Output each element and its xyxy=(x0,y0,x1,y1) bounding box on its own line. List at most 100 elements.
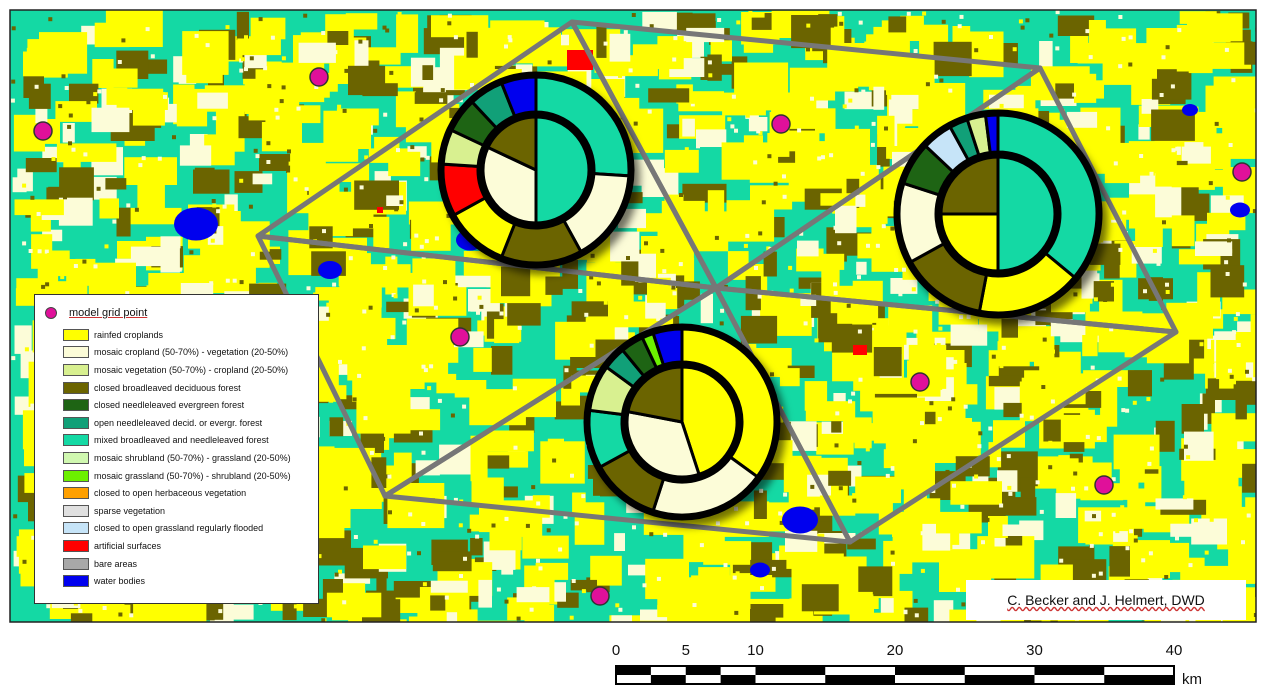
legend-label-needleleaved: closed needleleaved evergreen forest xyxy=(94,400,245,411)
scale-segment-bottom-1 xyxy=(720,675,756,683)
legend-label-shrub-mosaic: mosaic shrubland (50-70%) - grassland (2… xyxy=(94,452,291,463)
pie-right-outline xyxy=(893,109,1103,319)
scale-segment-top-0 xyxy=(616,667,651,675)
pie-upper-left-inner-broadleaved xyxy=(486,115,538,173)
legend-swatch-herbaceous xyxy=(63,487,89,500)
grid-point-4 xyxy=(1232,162,1252,182)
legend-swatch-veg-mosaic xyxy=(63,363,89,376)
grid-point-2 xyxy=(33,121,53,141)
legend-item-broadleaved: closed broadleaved deciduous forest xyxy=(63,379,308,397)
credit-text: C. Becker and J. Helmert, DWD xyxy=(1007,592,1205,608)
legend-swatch-needleleaved xyxy=(63,399,89,412)
pie-right-outer-mixed xyxy=(996,113,1099,280)
legend-label-mixed: mixed broadleaved and needleleaved fores… xyxy=(94,435,269,446)
legend-label-veg-mosaic: mosaic vegetation (50-70%) - cropland (2… xyxy=(94,364,289,375)
scale-tick-30: 30 xyxy=(1026,642,1043,659)
pie-upper-left-inner-cropland-mosaic xyxy=(481,145,538,225)
legend-item-artificial: artificial surfaces xyxy=(63,537,308,555)
scale-segment-top-4 xyxy=(1034,667,1105,675)
pie-upper-left-outline xyxy=(437,71,635,269)
pie-upper-left-inner-mixed xyxy=(534,115,591,225)
legend-swatch-shrub-mosaic xyxy=(63,451,89,464)
scale-tick-0: 0 xyxy=(612,642,620,659)
pie-right xyxy=(893,109,1103,319)
legend-swatch-sparse xyxy=(63,504,89,517)
legend-item-veg-mosaic: mosaic vegetation (50-70%) - cropland (2… xyxy=(63,361,308,379)
legend-swatch-broadleaved xyxy=(63,381,89,394)
grid-point-marker-icon xyxy=(45,307,57,319)
pie-right-inner-mixed xyxy=(996,155,1057,273)
pie-right-inner-rainfed xyxy=(939,212,1000,273)
legend-item-mixed: mixed broadleaved and needleleaved fores… xyxy=(63,432,308,450)
model-grid-points xyxy=(33,67,1252,606)
scale-tick-20: 20 xyxy=(887,642,904,659)
scale-tick-10: 10 xyxy=(747,642,764,659)
pie-lower-outer-water xyxy=(651,327,684,367)
legend-label-sparse: sparse vegetation xyxy=(94,505,166,516)
scale-segment-top-3 xyxy=(895,667,965,675)
grid-point-8 xyxy=(590,586,610,606)
legend: model grid point rainfed croplands mosaic… xyxy=(34,294,319,604)
scale-segment-bottom-2 xyxy=(825,675,895,683)
legend-item-cropland-mosaic: mosaic cropland (50-70%) - vegetation (2… xyxy=(63,344,308,362)
grid-point-7 xyxy=(1094,475,1114,495)
scale-segment-bottom-3 xyxy=(964,675,1035,683)
legend-item-sparse: sparse vegetation xyxy=(63,502,308,520)
legend-label-cropland-mosaic: mosaic cropland (50-70%) - vegetation (2… xyxy=(94,347,289,358)
legend-label-water: water bodies xyxy=(94,576,146,587)
legend-swatch-grass-mosaic xyxy=(63,469,89,482)
legend-swatch-artificial xyxy=(63,539,89,552)
legend-swatch-bare xyxy=(63,557,89,570)
legend-item-grass-mosaic: mosaic grassland (50-70%) - shrubland (2… xyxy=(63,467,308,485)
grid-point-6 xyxy=(910,372,930,392)
legend-items: rainfed croplands mosaic cropland (50-70%… xyxy=(63,326,308,590)
legend-item-shrub-mosaic: mosaic shrubland (50-70%) - grassland (2… xyxy=(63,449,308,467)
pie-upper-left-outer-water xyxy=(499,75,538,119)
legend-item-rainfed: rainfed croplands xyxy=(63,326,308,344)
legend-swatch-cropland-mosaic xyxy=(63,346,89,359)
legend-swatch-rainfed xyxy=(63,328,89,341)
legend-swatch-flooded-grass xyxy=(63,522,89,535)
legend-item-water: water bodies xyxy=(63,572,308,590)
pie-lower-inner-cropland-mosaic xyxy=(625,409,701,479)
pie-lower xyxy=(583,323,781,521)
pie-lower-outline xyxy=(583,323,781,521)
scale-segment-bottom-0 xyxy=(650,675,686,683)
legend-label-herbaceous: closed to open herbaceous vegetation xyxy=(94,488,247,499)
scale-segment-top-2 xyxy=(755,667,826,675)
legend-label-rainfed: rainfed croplands xyxy=(94,329,164,340)
scale-unit: km xyxy=(1182,671,1202,688)
legend-swatch-water xyxy=(63,575,89,588)
pie-right-outer-water xyxy=(983,113,1000,155)
credit-box: C. Becker and J. Helmert, DWD xyxy=(966,580,1246,620)
legend-swatch-open-needle xyxy=(63,416,89,429)
scale-bar: 0 5 10 20 30 40 km xyxy=(612,642,1202,688)
scale-segment-bottom-4 xyxy=(1104,675,1174,683)
legend-label-open-needle: open needleleaved decid. or evergr. fore… xyxy=(94,417,263,428)
legend-title: model grid point xyxy=(69,307,148,319)
pie-lower-outer-rainfed xyxy=(680,327,777,479)
model-grid-lines xyxy=(255,19,1179,545)
pie-lower-inner-broadleaved xyxy=(626,365,684,424)
legend-swatch-mixed xyxy=(63,434,89,447)
scale-tick-5: 5 xyxy=(682,642,690,659)
legend-title-row: model grid point xyxy=(45,303,308,323)
pie-right-inner-broadleaved xyxy=(939,155,1000,216)
legend-label-bare: bare areas xyxy=(94,558,138,569)
legend-label-grass-mosaic: mosaic grassland (50-70%) - shrubland (2… xyxy=(94,470,291,481)
grid-point-1 xyxy=(309,67,329,87)
legend-label-broadleaved: closed broadleaved deciduous forest xyxy=(94,382,241,393)
legend-item-open-needle: open needleleaved decid. or evergr. fore… xyxy=(63,414,308,432)
legend-item-bare: bare areas xyxy=(63,555,308,573)
legend-label-artificial: artificial surfaces xyxy=(94,540,162,551)
scale-tick-40: 40 xyxy=(1166,642,1183,659)
legend-label-flooded-grass: closed to open grassland regularly flood… xyxy=(94,523,264,534)
legend-item-herbaceous: closed to open herbaceous vegetation xyxy=(63,484,308,502)
scale-segment-top-1 xyxy=(685,667,721,675)
legend-item-needleleaved: closed needleleaved evergreen forest xyxy=(63,396,308,414)
grid-point-3 xyxy=(771,114,791,134)
pie-upper-left xyxy=(437,71,635,269)
legend-item-flooded-grass: closed to open grassland regularly flood… xyxy=(63,520,308,538)
grid-point-5 xyxy=(450,327,470,347)
pie-lower-inner-rainfed xyxy=(680,365,739,477)
